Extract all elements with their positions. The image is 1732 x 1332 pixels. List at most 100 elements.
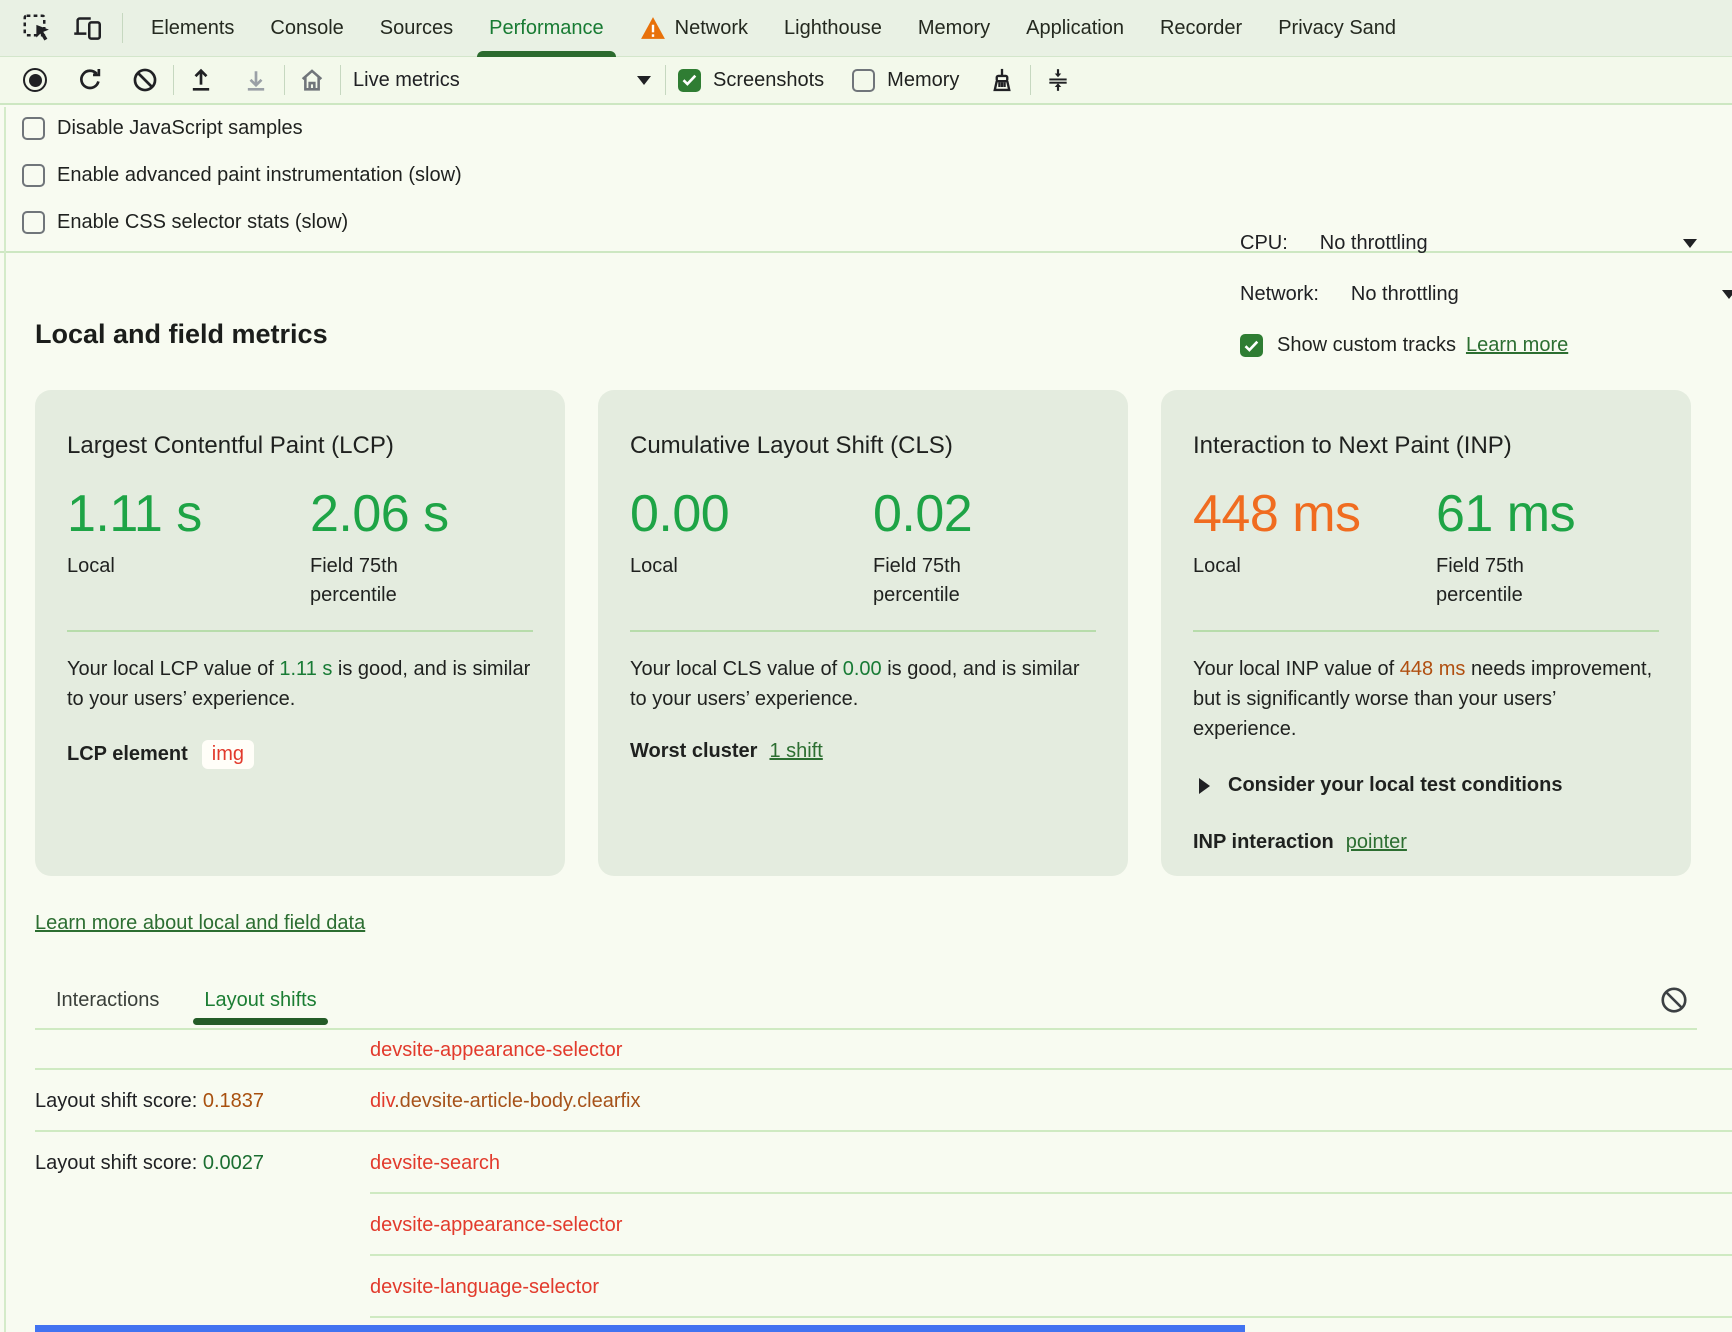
performance-toolbar: Live metrics Screenshots Memory [0, 57, 1732, 105]
checkbox-checked-icon [1240, 334, 1263, 357]
metric-card-lcp: Largest Contentful Paint (LCP) 1.11 s Lo… [35, 390, 565, 876]
card-title: Largest Contentful Paint (LCP) [67, 432, 394, 459]
collapse-sections-icon[interactable] [1043, 65, 1073, 95]
history-select[interactable]: Live metrics [353, 69, 651, 92]
card-divider [1193, 630, 1659, 633]
clear-log-icon[interactable] [1659, 985, 1689, 1015]
log-tabs: Interactions Layout shifts [35, 981, 1697, 1025]
network-label: Network: [1240, 283, 1319, 305]
table-row: Layout shift score: 0.0027 devsite-searc… [35, 1132, 1732, 1194]
lcp-field-value: 2.06 s [310, 485, 449, 543]
table-row: devsite-appearance-selector [35, 1030, 1732, 1070]
layout-shifts-table: devsite-appearance-selector Layout shift… [35, 1028, 1732, 1332]
checkbox-unchecked-icon [22, 164, 45, 187]
cpu-throttling-select[interactable]: No throttling [1319, 232, 1428, 254]
warning-icon [640, 16, 666, 40]
table-row: devsite-appearance-selector [35, 1194, 1732, 1256]
live-metrics-view: Local and field metrics Largest Contentf… [0, 319, 1732, 1332]
worst-cluster-label: Worst cluster [630, 740, 758, 763]
toolbar-separator [340, 65, 341, 95]
toolbar-separator [1030, 65, 1032, 95]
lcp-description: Your local LCP value of 1.11 s is good, … [67, 658, 531, 711]
chevron-down-icon [637, 75, 651, 85]
element-link[interactable]: devsite-search [370, 1151, 501, 1174]
element-link[interactable]: devsite-appearance-selector [370, 1038, 623, 1061]
lcp-element-link[interactable]: img [201, 740, 255, 770]
screenshots-checkbox[interactable]: Screenshots [678, 68, 824, 92]
checkbox-unchecked-icon [22, 117, 45, 140]
tab-performance[interactable]: Performance [471, 0, 622, 57]
tab-interactions[interactable]: Interactions [56, 988, 160, 1011]
checkbox-unchecked-icon [852, 68, 876, 92]
disable-js-samples-checkbox[interactable]: Disable JavaScript samples [22, 105, 462, 152]
tab-application[interactable]: Application [1026, 16, 1124, 39]
metric-card-cls: Cumulative Layout Shift (CLS) 0.00 Local… [598, 390, 1128, 876]
inp-interaction-link[interactable]: pointer [1345, 831, 1407, 854]
disclosure-triangle-icon [1199, 777, 1210, 794]
css-selector-stats-checkbox[interactable]: Enable CSS selector stats (slow) [22, 199, 462, 246]
home-live-metrics-icon[interactable] [297, 65, 327, 95]
tab-privacy-sandbox[interactable]: Privacy Sand [1278, 16, 1397, 39]
reload-and-record-button[interactable] [75, 65, 105, 95]
cls-description: Your local CLS value of 0.00 is good, an… [630, 658, 1080, 711]
device-toolbar-icon[interactable] [70, 11, 104, 45]
cls-local-value: 0.00 [630, 485, 730, 543]
lcp-element-label: LCP element [67, 743, 188, 766]
metric-card-inp: Interaction to Next Paint (INP) 448 ms L… [1161, 390, 1691, 876]
show-custom-tracks-checkbox[interactable]: Show custom tracks [1240, 322, 1456, 369]
selected-row-indicator [35, 1325, 1245, 1332]
history-select-value: Live metrics [353, 68, 460, 91]
tab-lighthouse[interactable]: Lighthouse [784, 16, 882, 39]
memory-checkbox[interactable]: Memory [852, 68, 959, 92]
learn-more-local-field-link[interactable]: Learn more about local and field data [35, 912, 366, 934]
clear-recording-icon[interactable] [130, 65, 160, 95]
inp-description: Your local INP value of 448 ms needs imp… [1193, 658, 1653, 741]
checkbox-checked-icon [678, 68, 701, 92]
inp-local-value: 448 ms [1193, 485, 1361, 543]
network-throttling-select[interactable]: No throttling [1350, 283, 1459, 305]
shift-score: 0.0027 [202, 1151, 265, 1174]
element-link[interactable]: devsite-language-selector [370, 1275, 600, 1298]
devtools-tabbar: Elements Console Sources Performance Net… [0, 0, 1732, 57]
panel-left-border [4, 107, 6, 1332]
checkbox-unchecked-icon [22, 211, 45, 234]
metric-cards: Largest Contentful Paint (LCP) 1.11 s Lo… [35, 390, 1697, 876]
record-button[interactable] [20, 65, 50, 95]
learn-more-link[interactable]: Learn more [1465, 334, 1569, 356]
tab-elements[interactable]: Elements [151, 16, 235, 39]
chevron-down-icon[interactable] [1683, 239, 1697, 248]
toolbar-separator [284, 65, 285, 95]
download-profile-icon[interactable] [241, 65, 271, 95]
cpu-label: CPU: [1240, 232, 1288, 254]
lcp-local-value: 1.11 s [67, 485, 202, 543]
element-link[interactable]: devsite-appearance-selector [370, 1213, 623, 1236]
tab-memory[interactable]: Memory [917, 16, 991, 39]
toolbar-separator [173, 65, 174, 95]
tab-layout-shifts[interactable]: Layout shifts [193, 989, 328, 1025]
card-title: Cumulative Layout Shift (CLS) [630, 432, 953, 459]
inspect-element-icon[interactable] [20, 11, 54, 45]
card-divider [67, 630, 533, 633]
tab-recorder[interactable]: Recorder [1159, 16, 1243, 39]
card-title: Interaction to Next Paint (INP) [1193, 432, 1512, 459]
cpu-throttling-row: CPU: No throttling [1240, 232, 1428, 255]
local-test-conditions-disclosure[interactable]: Consider your local test conditions [1193, 774, 1659, 797]
page-title: Local and field metrics [35, 319, 328, 349]
advanced-paint-instrumentation-checkbox[interactable]: Enable advanced paint instrumentation (s… [22, 152, 462, 199]
inp-interaction-label: INP interaction [1193, 831, 1334, 854]
cls-field-value: 0.02 [873, 485, 973, 543]
tab-network[interactable]: Network [622, 0, 766, 57]
card-divider [630, 630, 1096, 633]
clear-history-broom-icon[interactable] [987, 65, 1017, 95]
chevron-down-icon[interactable] [1722, 290, 1732, 299]
tabbar-separator [122, 13, 123, 43]
tab-console[interactable]: Console [270, 16, 344, 39]
worst-cluster-link[interactable]: 1 shift [769, 740, 823, 763]
toolbar-separator [665, 65, 666, 95]
element-link[interactable]: div [370, 1089, 395, 1112]
upload-profile-icon[interactable] [186, 65, 216, 95]
tab-sources[interactable]: Sources [379, 16, 454, 39]
network-throttling-row: Network: No throttling [1240, 283, 1459, 306]
shift-score: 0.1837 [202, 1089, 265, 1112]
